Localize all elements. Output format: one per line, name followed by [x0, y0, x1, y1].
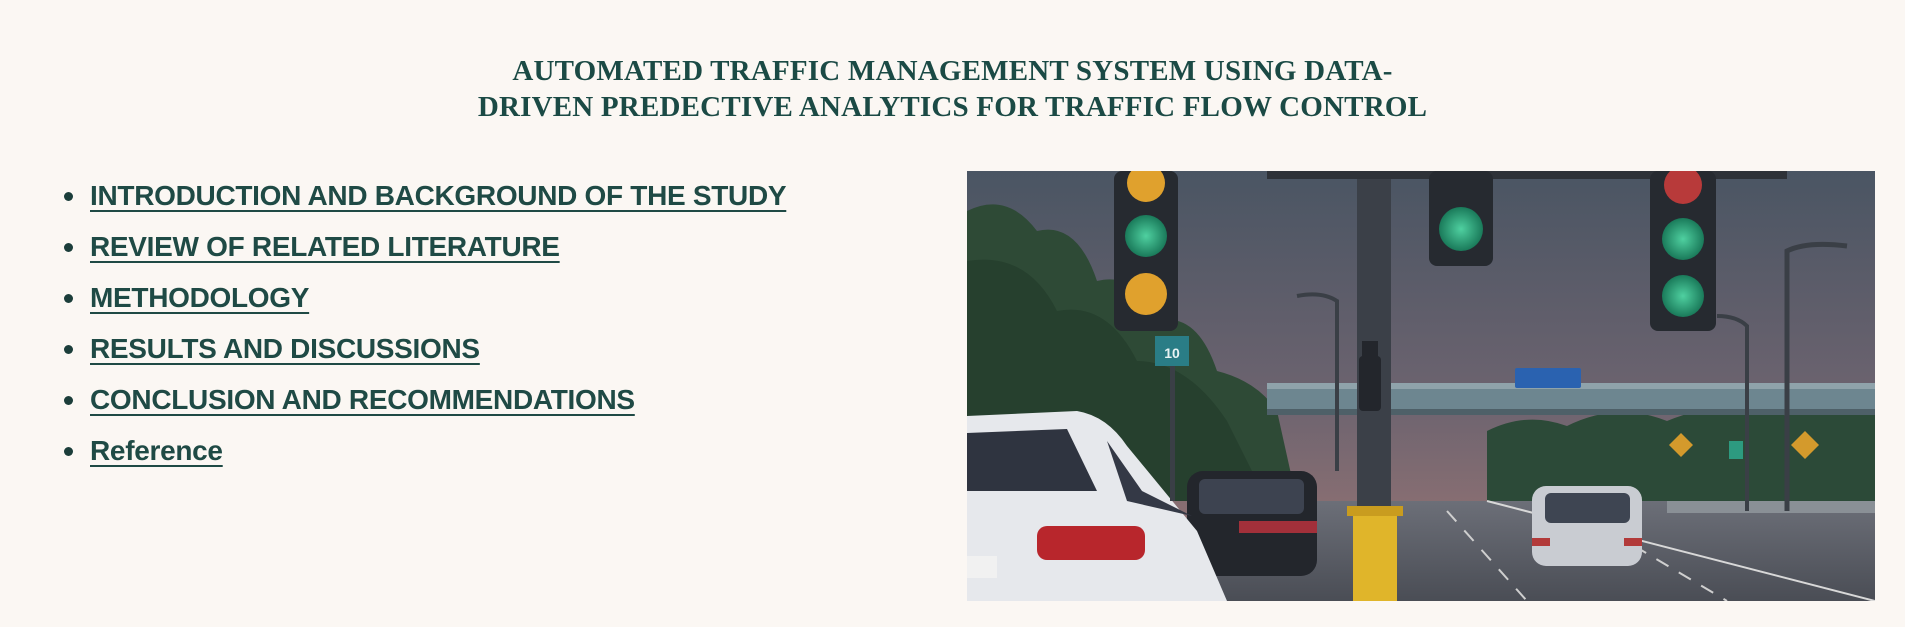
list-item: RESULTS AND DISCUSSIONS	[60, 323, 786, 374]
small-road-sign-text: 10	[1164, 345, 1180, 361]
link-reference[interactable]: Reference	[90, 435, 223, 466]
list-item: INTRODUCTION AND BACKGROUND OF THE STUDY	[60, 170, 787, 221]
bullet-icon	[64, 396, 73, 405]
link-review-literature[interactable]: REVIEW OF RELATED LITERATURE	[90, 231, 560, 262]
list-item: REVIEW OF RELATED LITERATURE	[60, 221, 786, 272]
list-item: METHODOLOGY	[60, 272, 786, 323]
bullet-icon	[64, 345, 73, 354]
page-title: AUTOMATED TRAFFIC MANAGEMENT SYSTEM USIN…	[477, 55, 1428, 124]
link-introduction[interactable]: INTRODUCTION AND BACKGROUND OF THE STUDY	[90, 180, 787, 211]
link-results[interactable]: RESULTS AND DISCUSSIONS	[90, 333, 480, 364]
list-item: CONCLUSION AND RECOMMENDATIONS	[60, 374, 786, 425]
link-methodology[interactable]: METHODOLOGY	[90, 282, 310, 313]
table-of-contents: INTRODUCTION AND BACKGROUND OF THE STUDY…	[60, 170, 787, 476]
list-item: Reference	[60, 425, 786, 476]
bullet-icon	[64, 243, 73, 252]
traffic-lights-photo: 10	[967, 171, 1875, 601]
bullet-icon	[64, 294, 73, 303]
bullet-icon	[64, 447, 73, 456]
bullet-icon	[64, 192, 73, 201]
link-conclusion[interactable]: CONCLUSION AND RECOMMENDATIONS	[90, 384, 635, 415]
